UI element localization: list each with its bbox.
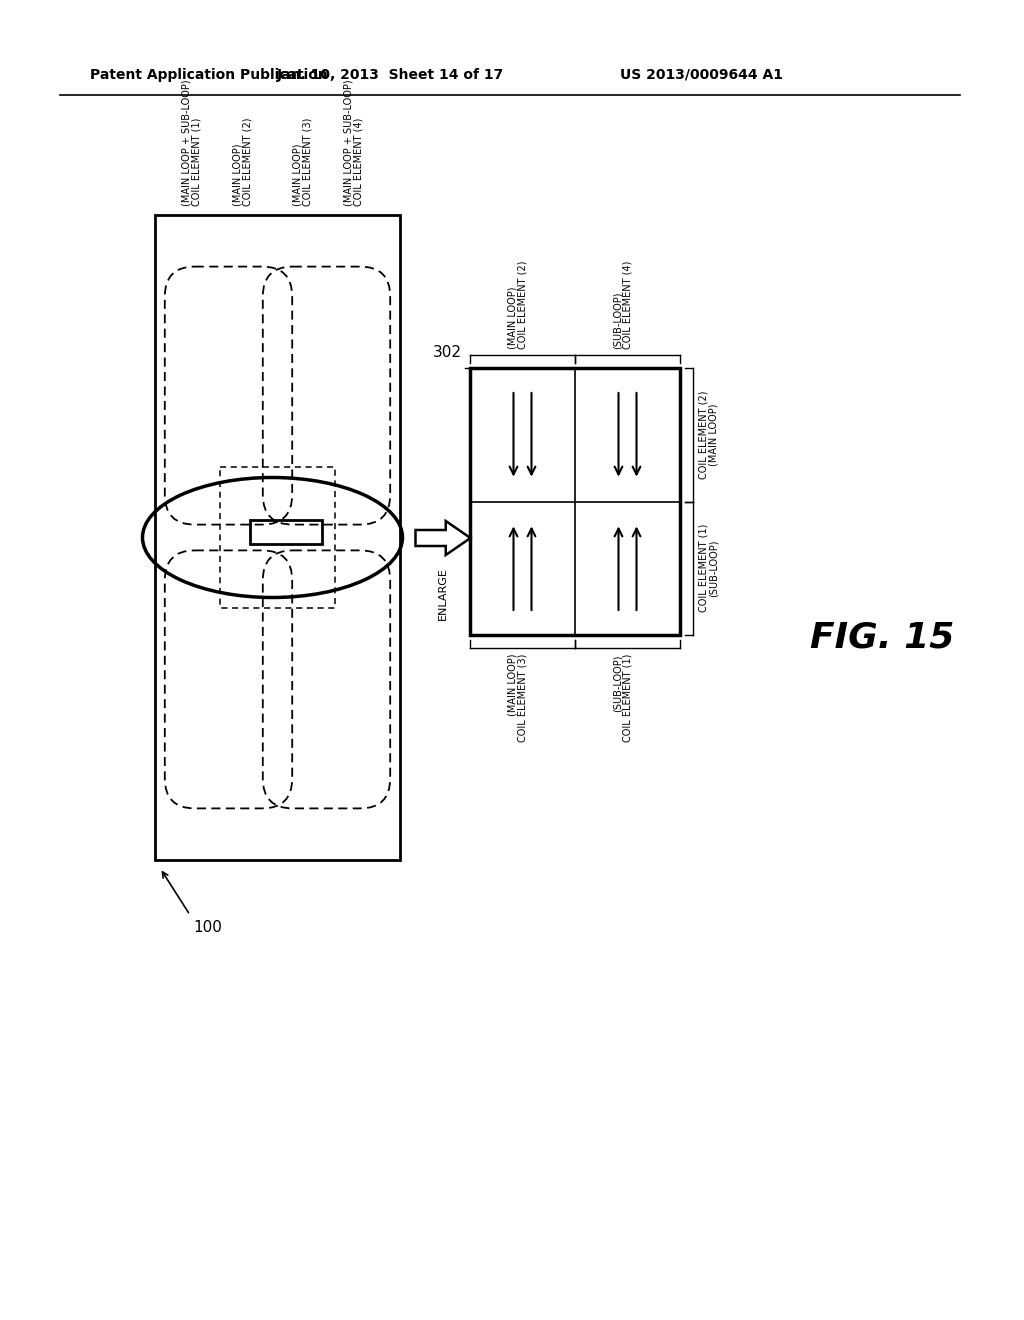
Text: COIL ELEMENT (1): COIL ELEMENT (1) (191, 117, 202, 206)
Text: (MAIN LOOP + SUB-LOOP): (MAIN LOOP + SUB-LOOP) (181, 79, 191, 206)
Text: COIL ELEMENT (2): COIL ELEMENT (2) (243, 117, 253, 206)
Text: (MAIN LOOP): (MAIN LOOP) (508, 286, 517, 348)
Text: (SUB-LOOP): (SUB-LOOP) (612, 653, 623, 711)
Text: (SUB-LOOP): (SUB-LOOP) (709, 540, 719, 597)
Text: ENLARGE: ENLARGE (438, 568, 449, 620)
Text: COIL ELEMENT (1): COIL ELEMENT (1) (623, 653, 633, 742)
Text: Patent Application Publication: Patent Application Publication (90, 69, 328, 82)
Text: COIL ELEMENT (4): COIL ELEMENT (4) (623, 260, 633, 348)
Text: COIL ELEMENT (4): COIL ELEMENT (4) (353, 117, 364, 206)
Text: (MAIN LOOP): (MAIN LOOP) (293, 144, 302, 206)
Text: FIG. 15: FIG. 15 (810, 620, 954, 653)
Text: (SUB-LOOP): (SUB-LOOP) (612, 292, 623, 348)
Text: (MAIN LOOP + SUB-LOOP): (MAIN LOOP + SUB-LOOP) (343, 79, 353, 206)
Text: COIL ELEMENT (1): COIL ELEMENT (1) (699, 524, 709, 612)
Text: (MAIN LOOP): (MAIN LOOP) (508, 653, 517, 717)
Text: COIL ELEMENT (3): COIL ELEMENT (3) (517, 653, 527, 742)
Text: COIL ELEMENT (2): COIL ELEMENT (2) (699, 391, 709, 479)
Text: Jan. 10, 2013  Sheet 14 of 17: Jan. 10, 2013 Sheet 14 of 17 (276, 69, 504, 82)
Text: COIL ELEMENT (2): COIL ELEMENT (2) (517, 260, 527, 348)
Text: 100: 100 (193, 920, 222, 935)
Text: 302: 302 (433, 345, 462, 360)
Text: (MAIN LOOP): (MAIN LOOP) (232, 144, 243, 206)
Text: US 2013/0009644 A1: US 2013/0009644 A1 (620, 69, 783, 82)
Text: (MAIN LOOP): (MAIN LOOP) (709, 404, 719, 466)
Text: COIL ELEMENT (3): COIL ELEMENT (3) (302, 117, 312, 206)
